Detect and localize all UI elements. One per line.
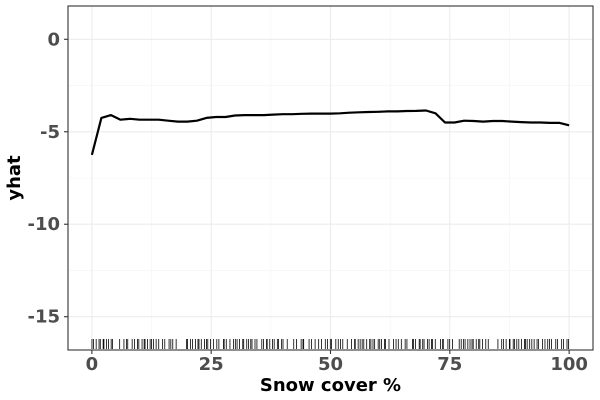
x-axis-tick-labels: 0 25 50 75 100 bbox=[86, 354, 588, 375]
x-axis-title: Snow cover % bbox=[260, 375, 401, 396]
y-axis-title: yhat bbox=[4, 155, 25, 201]
y-tick-label: -5 bbox=[40, 122, 60, 143]
x-tick-label: 75 bbox=[437, 354, 462, 375]
grid-lines bbox=[68, 6, 593, 350]
y-tick-label: -15 bbox=[27, 307, 60, 328]
x-tick-label: 25 bbox=[199, 354, 224, 375]
x-tick-label: 0 bbox=[86, 354, 99, 375]
axis-ticks bbox=[64, 38, 570, 354]
rug-marks bbox=[91, 339, 569, 349]
prediction-line bbox=[90, 109, 570, 156]
y-tick-label: -10 bbox=[27, 214, 60, 235]
x-tick-label: 50 bbox=[318, 354, 343, 375]
y-axis-tick-labels: 0 -5 -10 -15 bbox=[27, 29, 60, 327]
x-tick-label: 100 bbox=[550, 354, 588, 375]
series-lines bbox=[90, 109, 570, 156]
y-tick-label: 0 bbox=[47, 29, 60, 50]
